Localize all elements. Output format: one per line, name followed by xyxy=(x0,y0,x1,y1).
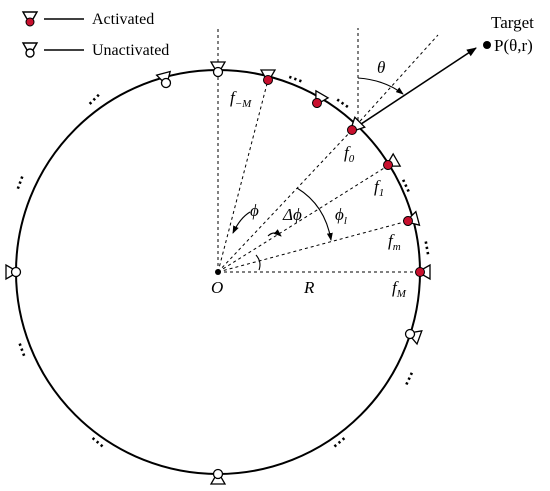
activated-legend-icon xyxy=(21,11,39,27)
ellipsis-right-lower: ⋯ xyxy=(398,368,420,390)
small-angle-arc xyxy=(255,254,261,271)
f1-label: f1 xyxy=(374,177,384,199)
origin-label: O xyxy=(211,278,223,297)
element-f-neg-M-minus1-icon xyxy=(312,89,330,108)
phi-arc xyxy=(232,211,251,234)
unactivated-elements xyxy=(5,61,423,485)
fM-label: fM xyxy=(392,278,407,300)
angle-arcs xyxy=(232,77,404,271)
element-f1-icon xyxy=(383,152,402,170)
target-title: Target xyxy=(491,13,534,32)
ellipsis-left-lower: ⋯ xyxy=(11,339,32,360)
ellipsis-top-left: ⋯ xyxy=(83,88,106,111)
ray-to-f0 xyxy=(217,129,353,273)
ray-to-f1 xyxy=(217,164,390,273)
radius-label: R xyxy=(303,278,315,297)
unactivated-legend-label: Unactivated xyxy=(92,42,169,59)
delta-phi-arc xyxy=(267,229,282,237)
ellipsis-top-right-1: ⋯ xyxy=(285,69,306,90)
ray-to-fm xyxy=(217,220,409,273)
ellipsis-top-right-2: ⋯ xyxy=(331,92,354,115)
element-fm-icon xyxy=(403,210,421,227)
element-top-left-icon xyxy=(155,70,172,89)
phi-label: ϕ xyxy=(250,201,259,220)
ellipsis-right-1: ⋯ xyxy=(394,175,416,197)
element-left-icon xyxy=(5,263,22,281)
ellipsis-bottom-right: ⋯ xyxy=(328,431,351,454)
reference-lines xyxy=(217,28,439,273)
theta-arc xyxy=(357,77,404,95)
unactivated-legend-icon xyxy=(21,42,39,58)
theta-label: θ xyxy=(377,58,385,77)
target-point xyxy=(483,41,491,49)
element-f0-icon xyxy=(347,116,366,135)
delta-phi-label: Δϕ xyxy=(282,205,302,224)
phi-l-label: ϕl xyxy=(335,205,347,227)
element-bottom-icon xyxy=(209,468,227,485)
activated-elements xyxy=(259,69,431,281)
element-top-icon xyxy=(209,61,227,78)
fm-label: fm xyxy=(388,231,401,253)
activated-legend-label: Activated xyxy=(92,11,154,28)
element-fM-icon xyxy=(415,263,431,281)
f0-label: f0 xyxy=(344,143,355,165)
f-neg-M-label: f−M xyxy=(230,88,252,110)
ellipsis-left-upper: ⋯ xyxy=(10,172,31,193)
phi-l-arc xyxy=(296,187,333,241)
ellipsis-right-2: ⋯ xyxy=(417,239,437,258)
element-lower-right-icon xyxy=(404,328,423,346)
origin-point xyxy=(215,269,221,275)
target-point-label: P(θ,r) xyxy=(494,36,533,55)
ellipsis-bottom-left: ⋯ xyxy=(86,431,109,454)
legend: Activated Unactivated xyxy=(21,11,169,59)
element-f-neg-M-icon xyxy=(259,69,277,85)
target-arrow xyxy=(351,47,477,131)
ellipsis-markers: ⋯ ⋯ ⋯ ⋯ ⋯ ⋯ ⋯ ⋯ ⋯ ⋯ xyxy=(10,69,436,454)
